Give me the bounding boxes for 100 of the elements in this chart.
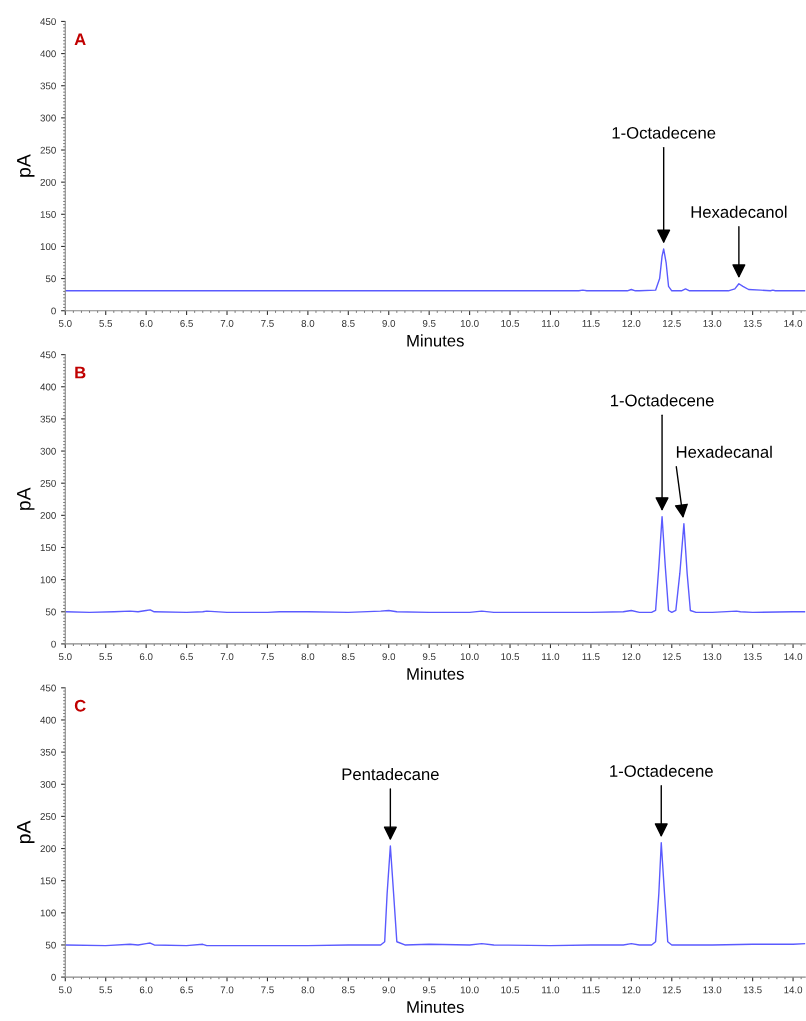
x-tick-label: 9.0: [382, 653, 396, 661]
x-tick-label: 6.5: [180, 986, 193, 994]
y-tick-label: 300: [40, 447, 56, 455]
x-tick-label: 12.5: [663, 986, 681, 994]
x-tick-label: 9.5: [422, 986, 436, 994]
y-tick-label: 150: [40, 877, 56, 885]
y-tick-label: 100: [40, 243, 56, 251]
y-tick-label: 450: [40, 351, 56, 359]
x-tick-label: 7.5: [261, 320, 274, 327]
y-tick-label: 250: [40, 813, 56, 820]
y-tick-label: 50: [45, 941, 56, 949]
x-tick-label: 5.5: [99, 653, 113, 661]
y-tick-label: 450: [40, 18, 56, 26]
x-tick-label: 5.5: [99, 986, 113, 994]
y-tick-label: 300: [40, 114, 56, 122]
x-tick-label: 11.0: [542, 653, 560, 661]
y-axis-title: pA: [17, 154, 35, 177]
line-series: [65, 842, 806, 947]
y-tick-label: 400: [40, 383, 56, 391]
x-tick-label: 10.0: [460, 653, 479, 661]
x-tick-label: 9.5: [422, 653, 436, 661]
x-tick-label: 7.0: [220, 653, 234, 661]
text: A: [74, 33, 86, 46]
x-axis-title: Minutes: [407, 667, 464, 680]
x-tick-label: 11.0: [542, 986, 560, 994]
x-tick-label: 7.5: [261, 653, 274, 661]
y-tick-label: 200: [40, 178, 56, 186]
y-tick-label: 50: [45, 608, 56, 616]
y-tick-label: 250: [40, 146, 56, 154]
x-tick-label: 5.0: [58, 986, 72, 994]
x-tick-label: 9.5: [422, 320, 436, 327]
x-axis-title: Minutes: [407, 334, 464, 347]
y-tick-label: 100: [40, 576, 56, 584]
x-tick-label: 12.5: [663, 653, 681, 661]
x-tick-label: 13.5: [743, 986, 762, 994]
annotation: 1-Octadecene: [612, 126, 716, 139]
y-tick-label: 150: [40, 211, 56, 218]
x-tick-label: 11.0: [542, 320, 560, 327]
y-axis-title: pA: [17, 820, 35, 844]
y-tick-label: 0: [51, 973, 56, 981]
x-tick-label: 11.5: [582, 320, 600, 327]
y-tick-label: 50: [45, 275, 56, 283]
y-tick-label: 150: [40, 544, 56, 552]
x-tick-label: 12.0: [622, 320, 641, 327]
x-tick-label: 7.0: [220, 986, 234, 994]
x-tick-label: 8.5: [341, 320, 355, 327]
y-tick-label: 450: [40, 684, 56, 692]
x-tick-label: 13.5: [743, 653, 762, 661]
x-tick-label: 7.0: [220, 320, 234, 327]
x-tick-label: 10.0: [460, 986, 479, 994]
x-tick-label: 6.5: [180, 653, 193, 661]
x-tick-label: 13.0: [703, 986, 722, 994]
annotation: Pentadecane: [342, 767, 439, 781]
x-tick-label: 14.0: [784, 653, 803, 661]
line-series: [65, 248, 806, 292]
y-tick-label: 200: [40, 845, 56, 853]
x-tick-label: 5.5: [99, 320, 113, 327]
x-tick-label: 13.5: [743, 320, 762, 327]
x-tick-label: 8.0: [301, 320, 315, 327]
x-tick-label: 11.5: [582, 653, 600, 661]
x-axis-title: Minutes: [407, 1000, 464, 1013]
x-tick-label: 12.5: [663, 320, 681, 327]
x-tick-label: 12.0: [622, 653, 641, 661]
x-tick-label: 8.5: [341, 653, 355, 661]
y-axis-title: pA: [17, 487, 35, 510]
y-tick-label: 0: [51, 307, 56, 315]
x-tick-label: 14.0: [784, 320, 803, 327]
x-tick-label: 12.0: [622, 986, 641, 994]
y-tick-label: 100: [40, 909, 56, 917]
y-tick-label: 350: [40, 748, 56, 756]
x-tick-label: 10.5: [501, 653, 520, 661]
x-tick-label: 8.5: [341, 986, 355, 994]
x-tick-label: 8.0: [301, 986, 315, 994]
y-tick-label: 250: [40, 479, 56, 487]
y-tick-label: 400: [40, 50, 56, 58]
x-tick-label: 7.5: [261, 986, 274, 994]
y-tick-label: 300: [40, 780, 56, 788]
y-tick-label: 350: [40, 415, 56, 423]
line-series: [65, 515, 806, 614]
annotation: 1-Octadecene: [610, 764, 713, 777]
y-tick-label: 0: [51, 640, 56, 648]
x-tick-label: 13.0: [703, 653, 722, 661]
annotation: Hexadecanal: [676, 445, 772, 458]
annotation: Hexadecanol: [691, 205, 787, 218]
x-tick-label: 8.0: [301, 653, 315, 661]
x-tick-label: 9.0: [382, 320, 396, 327]
x-tick-label: 9.0: [382, 986, 396, 994]
y-tick-label: 350: [40, 82, 56, 90]
x-tick-label: 6.5: [180, 320, 193, 327]
text: C: [74, 699, 86, 712]
x-tick-label: 10.5: [501, 986, 520, 994]
x-tick-label: 10.0: [460, 320, 479, 327]
x-tick-label: 10.5: [501, 320, 520, 327]
x-tick-label: 6.0: [139, 986, 153, 994]
y-tick-label: 400: [40, 716, 56, 724]
y-tick-label: 200: [40, 512, 56, 519]
x-tick-label: 11.5: [582, 986, 600, 994]
x-tick-label: 6.0: [139, 320, 153, 327]
x-tick-label: 13.0: [703, 320, 722, 327]
annotation: 1-Octadecene: [610, 394, 714, 407]
